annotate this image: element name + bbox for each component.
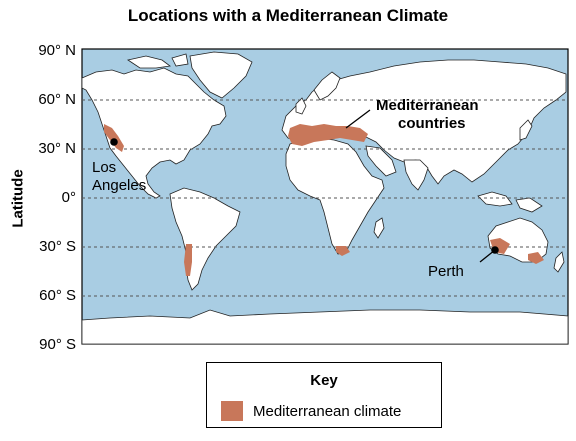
region-california <box>104 124 124 152</box>
region-south-australia <box>528 252 544 264</box>
lat-tick-0: 0° <box>61 189 76 206</box>
map-title: Locations with a Mediterranean Climate <box>127 6 449 25</box>
callout-line-mediterranean <box>345 109 371 129</box>
arctic-islands <box>126 53 189 69</box>
india <box>403 159 429 191</box>
lat-tick-60n: 60° N <box>38 91 76 108</box>
legend-title: Key <box>310 372 338 389</box>
antarctica <box>81 309 569 345</box>
lat-tick-30n: 30° N <box>38 140 76 157</box>
label-los-angeles-line2: Angeles <box>92 177 146 194</box>
lat-tick-90s: 90° S <box>39 336 76 353</box>
scandinavia <box>313 71 341 101</box>
madagascar <box>373 217 385 239</box>
arabia <box>365 145 397 177</box>
label-los-angeles-line1: Los <box>92 159 116 176</box>
legend-label-mediterranean: Mediterranean climate <box>253 403 402 420</box>
region-central-chile <box>184 244 192 276</box>
lat-tick-90n: 90° N <box>38 42 76 59</box>
label-mediterranean-line2: countries <box>398 115 466 132</box>
marker-perth <box>491 246 499 254</box>
lat-tick-60s: 60° S <box>39 287 76 304</box>
japan <box>519 119 533 141</box>
label-mediterranean-line1: Mediterranean <box>376 97 479 114</box>
legend: Key Mediterranean climate <box>206 362 442 428</box>
legend-swatch-mediterranean <box>221 401 243 421</box>
marker-los-angeles <box>110 138 118 146</box>
label-perth: Perth <box>428 263 464 280</box>
region-south-africa <box>336 246 350 256</box>
region-mediterranean-basin <box>288 124 368 146</box>
lat-tick-30s: 30° S <box>39 238 76 255</box>
new-zealand <box>553 251 565 273</box>
africa <box>285 137 385 255</box>
greenland <box>189 51 253 99</box>
british-isles <box>295 97 307 115</box>
